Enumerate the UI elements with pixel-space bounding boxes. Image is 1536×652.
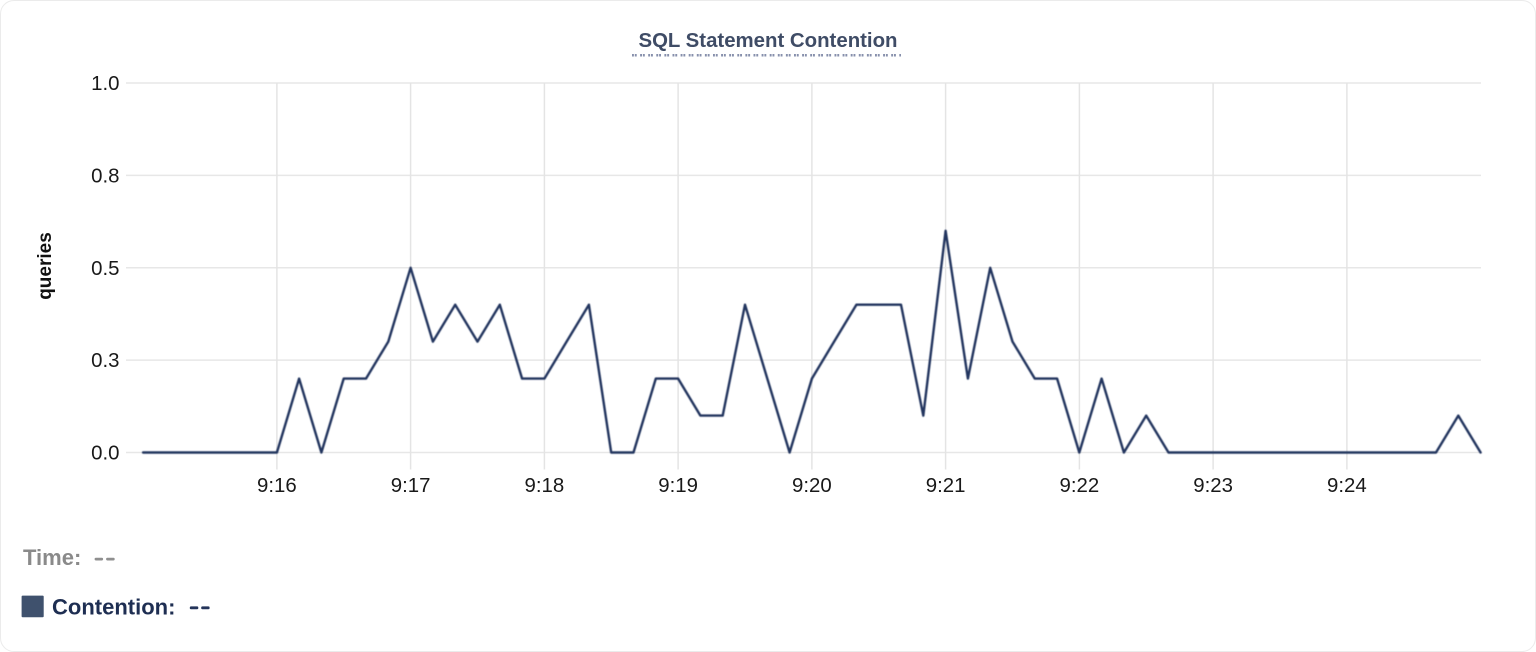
svg-text:9:23: 9:23 bbox=[1193, 475, 1233, 497]
svg-text:9:19: 9:19 bbox=[658, 475, 698, 497]
svg-text:queries: queries bbox=[35, 232, 56, 300]
svg-text:9:21: 9:21 bbox=[926, 475, 966, 497]
svg-text:0.8: 0.8 bbox=[91, 165, 119, 187]
svg-text:Contention:: Contention: bbox=[52, 595, 175, 620]
svg-text:Time:: Time: bbox=[23, 545, 81, 570]
svg-text:9:22: 9:22 bbox=[1060, 475, 1100, 497]
svg-text:9:20: 9:20 bbox=[792, 475, 832, 497]
svg-text:0.5: 0.5 bbox=[91, 258, 119, 280]
svg-text:9:18: 9:18 bbox=[525, 475, 565, 497]
svg-text:9:24: 9:24 bbox=[1327, 475, 1367, 497]
svg-text:SQL Statement Contention: SQL Statement Contention bbox=[638, 30, 897, 52]
svg-text:0.0: 0.0 bbox=[91, 443, 119, 465]
svg-text:9:16: 9:16 bbox=[257, 475, 297, 497]
svg-text:9:17: 9:17 bbox=[391, 475, 431, 497]
svg-text:0.3: 0.3 bbox=[91, 350, 119, 372]
svg-text:1.0: 1.0 bbox=[91, 73, 119, 95]
